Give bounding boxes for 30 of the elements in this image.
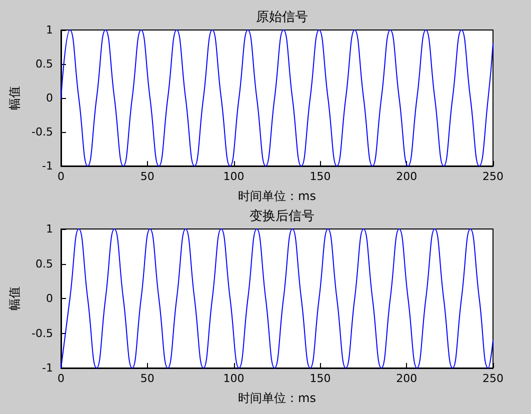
line-series: [60, 30, 494, 166]
x-tick-label: 250: [482, 170, 504, 183]
y-axis-title: 幅值: [8, 86, 22, 110]
x-tick-label: 50: [140, 372, 154, 385]
y-tick-label: 1: [46, 24, 53, 36]
chart-title: 原始信号: [256, 10, 308, 25]
y-tick-label: 0: [46, 92, 53, 104]
y-tick-label: 0.5: [36, 58, 53, 70]
x-tick-label: 100: [223, 170, 244, 183]
x-tick-label: 0: [58, 372, 64, 385]
x-axis-title: 时间单位：ms: [238, 189, 316, 203]
x-tick-label: 100: [223, 372, 244, 385]
x-tick-label: 0: [58, 170, 64, 183]
y-tick-label: -0.5: [32, 126, 53, 138]
x-tick-label: 50: [140, 170, 154, 183]
y-tick-label: 0.5: [36, 257, 53, 270]
x-tick-label: 150: [310, 170, 331, 183]
x-axis-title: 时间单位：ms: [238, 391, 316, 405]
y-tick-label: 0: [46, 292, 53, 305]
y-axis-title: 幅值: [8, 286, 22, 310]
line-series: [60, 228, 494, 368]
y-tick-label: 1: [46, 222, 53, 236]
chart-title: 变换后信号: [250, 209, 314, 224]
x-tick-label: 200: [396, 170, 418, 183]
x-tick-label: 200: [396, 372, 418, 385]
x-tick-label: 150: [310, 372, 331, 385]
y-tick-label: -0.5: [32, 326, 53, 340]
x-tick-label: 250: [482, 372, 504, 385]
y-tick-label: -1: [42, 362, 53, 374]
y-tick-label: -1: [42, 160, 53, 172]
